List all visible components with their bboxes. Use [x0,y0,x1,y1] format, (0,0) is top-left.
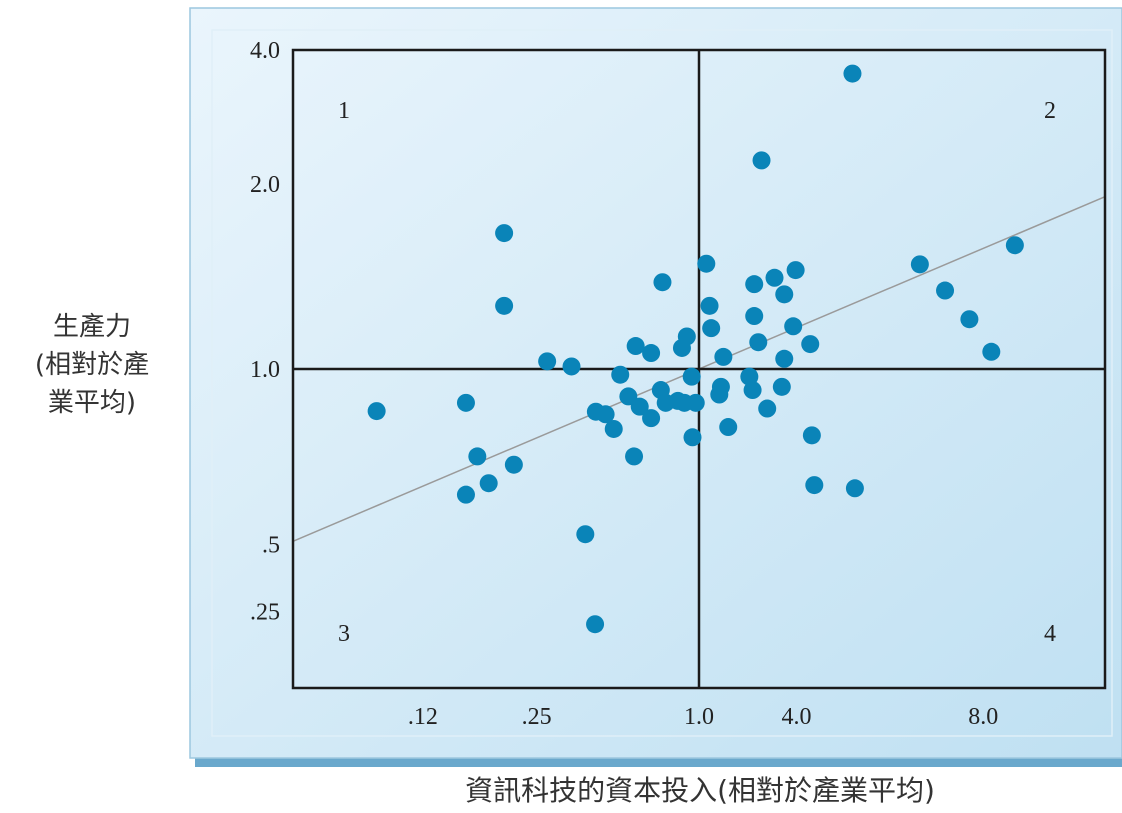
data-point-3 [468,447,487,466]
data-point-45 [752,151,771,170]
x-axis-label: 資訊科技的資本投入(相對於產業平均) [465,774,935,807]
x-tick-label-1: .12 [408,704,438,730]
data-point-44 [749,333,768,352]
y-axis-ticks: 4.0 2.0 1.0 .5 .25 [250,38,280,625]
data-point-56 [843,64,862,83]
data-point-50 [772,377,791,396]
data-point-15 [604,419,623,438]
data-point-12 [586,615,605,634]
data-point-20 [630,397,649,416]
data-point-62 [1005,236,1024,255]
data-point-61 [982,342,1001,361]
y-axis-label-line-1: 生產力 [53,312,131,342]
x-tick-label-5: 8.0 [968,704,998,730]
x-axis-ticks: .12 .25 1.0 4.0 8.0 [408,704,998,730]
x-tick-label-4: 4.0 [781,704,811,730]
data-point-53 [801,335,820,354]
data-point-9 [538,352,557,371]
data-point-22 [642,344,661,363]
data-point-37 [710,385,729,404]
y-tick-label-3: 1.0 [250,357,280,383]
data-point-32 [683,428,702,447]
data-point-54 [802,426,821,445]
data-point-34 [700,296,719,315]
y-tick-label-1: 4.0 [250,38,280,64]
data-point-42 [745,307,764,326]
data-point-38 [714,347,733,366]
data-point-1 [367,402,386,421]
data-point-36 [702,319,721,338]
data-point-2 [456,393,475,412]
data-point-57 [845,479,864,498]
data-point-41 [745,275,764,294]
data-point-51 [784,317,803,336]
y-axis-label-line-3: 業平均) [48,388,136,418]
data-point-30 [682,367,701,386]
quadrant-label-bottom-left: 3 [338,621,350,647]
y-tick-label-2: 2.0 [250,172,280,198]
quadrant-labels: 1 2 3 4 [338,98,1056,647]
data-point-46 [758,399,777,418]
data-point-16 [611,365,630,384]
data-point-24 [653,273,672,292]
data-point-48 [775,285,794,304]
data-point-39 [719,418,738,437]
data-point-47 [765,268,784,287]
data-point-28 [677,327,696,346]
plot-area [291,48,1107,690]
data-point-6 [504,455,523,474]
data-point-33 [697,254,716,273]
data-point-21 [642,409,661,428]
y-axis-label: 生產力 (相對於產業平均) [35,312,149,418]
data-point-19 [626,337,645,356]
y-axis-label-line-2: (相對於產 [35,350,149,380]
quadrant-label-top-left: 1 [338,98,350,124]
data-point-59 [936,281,955,300]
data-point-14 [596,405,615,424]
quadrant-label-top-right: 2 [1044,98,1056,124]
data-point-18 [625,447,644,466]
data-point-5 [479,474,498,493]
data-point-31 [686,393,705,412]
data-point-52 [786,261,805,280]
data-point-43 [743,381,762,400]
y-tick-label-4: .5 [262,532,280,558]
y-tick-label-5: .25 [250,599,280,625]
plot-border [291,48,1107,690]
data-point-55 [805,476,824,495]
quadrant-label-bottom-right: 4 [1044,621,1056,647]
data-point-49 [775,349,794,368]
data-point-8 [495,296,514,315]
data-point-7 [495,224,514,243]
frame-inner-border [211,29,1113,737]
x-tick-label-2: .25 [522,704,552,730]
data-point-4 [456,485,475,504]
data-point-58 [910,255,929,274]
data-point-11 [576,525,595,544]
data-point-60 [960,310,979,329]
data-point-10 [562,357,581,376]
x-tick-label-3: 1.0 [684,704,714,730]
